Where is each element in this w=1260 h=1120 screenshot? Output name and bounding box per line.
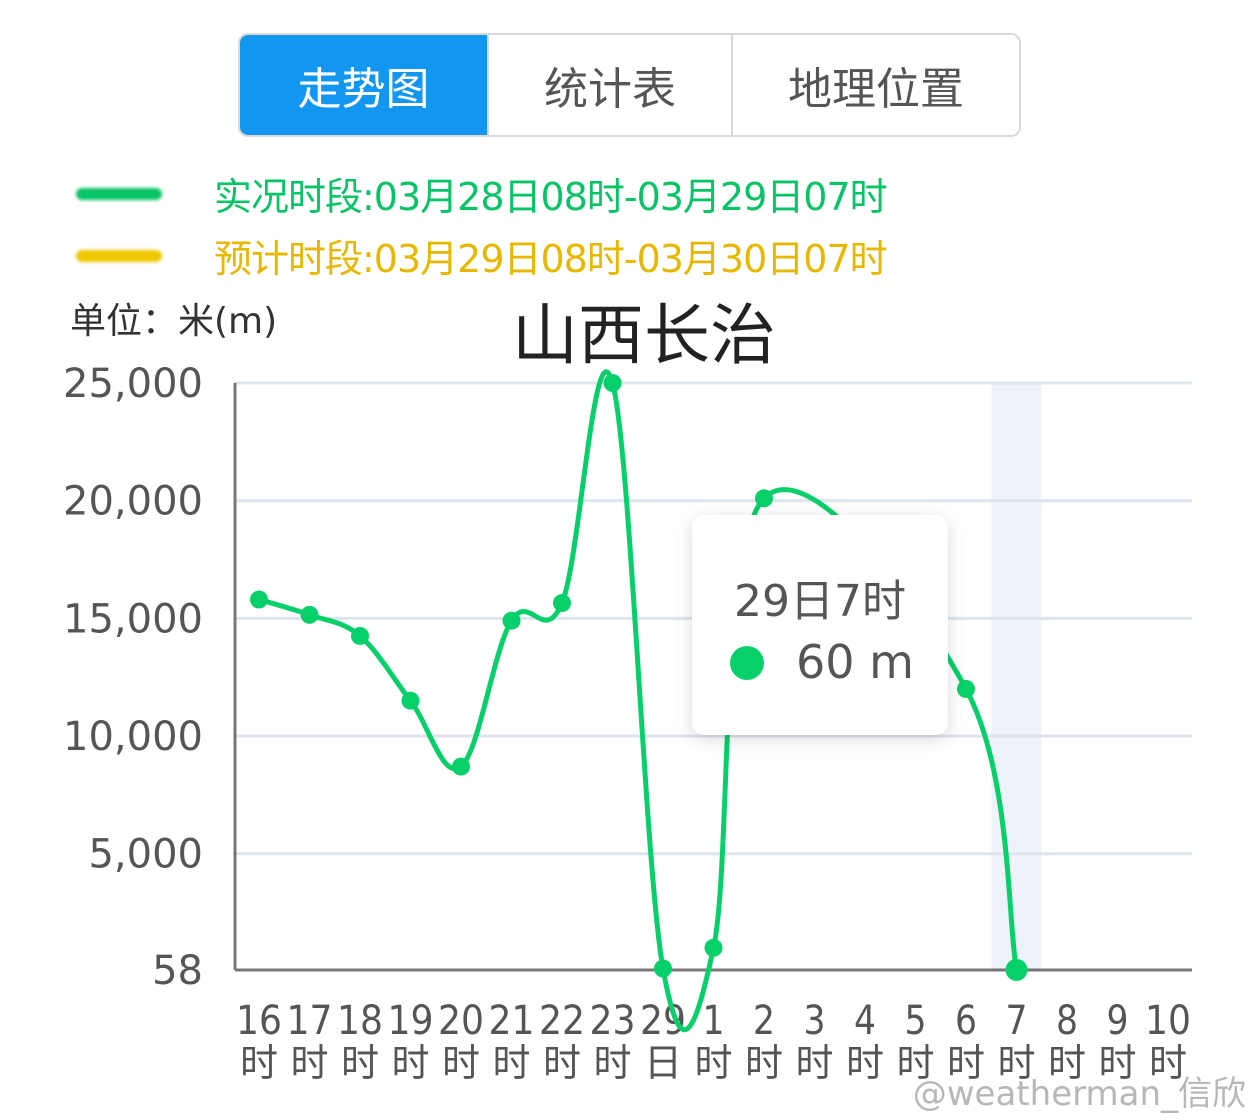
series-line: [258, 369, 1019, 1033]
x-tick-unit: 时: [795, 1041, 833, 1085]
legend-forecast-label: 预计时段:03月29日08时-03月30日07时: [214, 237, 888, 281]
legend-forecast: 预计时段:03月29日08时-03月30日07时: [76, 228, 888, 283]
data-point: [704, 938, 723, 957]
x-tick-label: 10: [1145, 998, 1191, 1044]
x-tick-label: 3: [804, 998, 826, 1044]
data-point: [351, 626, 369, 645]
chart-title: 山西长治: [512, 297, 776, 374]
y-tick-label: 20,000: [63, 479, 203, 525]
x-tick-unit: 时: [341, 1041, 379, 1085]
data-point: [603, 374, 622, 392]
x-tick-unit: 时: [846, 1041, 884, 1085]
x-tick-unit: 时: [290, 1041, 328, 1085]
data-point: [755, 489, 773, 508]
data-point: [654, 959, 672, 978]
data-point: [250, 590, 268, 609]
tab-location[interactable]: 地理位置: [731, 35, 1019, 135]
x-tick-unit: 时: [1149, 1041, 1187, 1085]
x-tick-label: 8: [1056, 998, 1078, 1044]
x-tick-label: 22: [539, 998, 585, 1044]
x-tick-label: 16: [236, 998, 282, 1044]
x-tick-label: 19: [388, 998, 434, 1044]
x-tick-unit: 时: [543, 1041, 581, 1085]
data-point: [957, 679, 975, 698]
tooltip-series-dot: [730, 646, 764, 680]
x-tick-label: 18: [337, 998, 383, 1044]
y-tick-label: 10,000: [63, 714, 203, 760]
x-tick-unit: 时: [1098, 1041, 1136, 1085]
x-tick-label: 17: [287, 998, 333, 1044]
x-tick-unit: 时: [997, 1041, 1035, 1085]
y-tick-label: 5,000: [88, 832, 203, 878]
x-tick-label: 21: [489, 998, 535, 1044]
x-tick-unit: 时: [694, 1041, 732, 1085]
x-tick-label: 5: [905, 998, 927, 1044]
y-tick-label: 15,000: [63, 596, 203, 642]
x-tick-unit: 时: [745, 1041, 783, 1085]
y-tick-label: 58: [152, 948, 203, 994]
x-tick-unit: 时: [240, 1041, 278, 1085]
x-tick-unit: 时: [492, 1041, 530, 1085]
x-tick-label: 20: [438, 998, 484, 1044]
tab-trend-chart[interactable]: 走势图: [240, 35, 487, 135]
data-point: [502, 611, 521, 630]
unit-label: 单位：米(m): [70, 301, 278, 342]
x-tick-unit: 时: [1048, 1041, 1086, 1085]
x-tick-label: 23: [590, 998, 636, 1044]
data-point: [401, 691, 420, 710]
x-tick-label: 7: [1006, 998, 1028, 1044]
y-tick-label: 25,000: [63, 361, 203, 407]
tooltip: 29日7时 60 m: [692, 515, 948, 735]
x-tick-label: 4: [854, 998, 876, 1044]
x-tick-unit: 时: [896, 1041, 934, 1085]
tooltip-time: 29日7时: [734, 576, 906, 627]
data-point: [1005, 958, 1028, 981]
legend-observed: 实况时段:03月28日08时-03月29日07时: [76, 166, 888, 221]
chart-tab-bar: 走势图 统计表 地理位置: [238, 33, 1021, 137]
tooltip-value: 60 m: [796, 635, 914, 689]
data-point: [452, 757, 470, 776]
data-point: [300, 605, 319, 624]
legend-observed-swatch: [76, 187, 162, 200]
x-tick-label: 9: [1107, 998, 1129, 1044]
x-tick-unit: 时: [391, 1041, 429, 1085]
data-point: [553, 594, 571, 613]
tab-statistics-table[interactable]: 统计表: [487, 35, 731, 135]
x-tick-label: 6: [955, 998, 977, 1044]
x-tick-label: 1: [703, 998, 725, 1044]
x-tick-unit: 时: [593, 1041, 631, 1085]
highlight-band: [991, 383, 1042, 970]
x-tick-unit: 日: [644, 1041, 682, 1085]
x-tick-unit: 时: [947, 1041, 985, 1085]
watermark: @weatherman_信欣: [912, 1074, 1246, 1114]
legend-forecast-swatch: [76, 249, 162, 262]
legend-observed-label: 实况时段:03月28日08时-03月29日07时: [214, 175, 888, 219]
x-tick-unit: 时: [442, 1041, 480, 1085]
x-tick-label: 2: [753, 998, 775, 1044]
